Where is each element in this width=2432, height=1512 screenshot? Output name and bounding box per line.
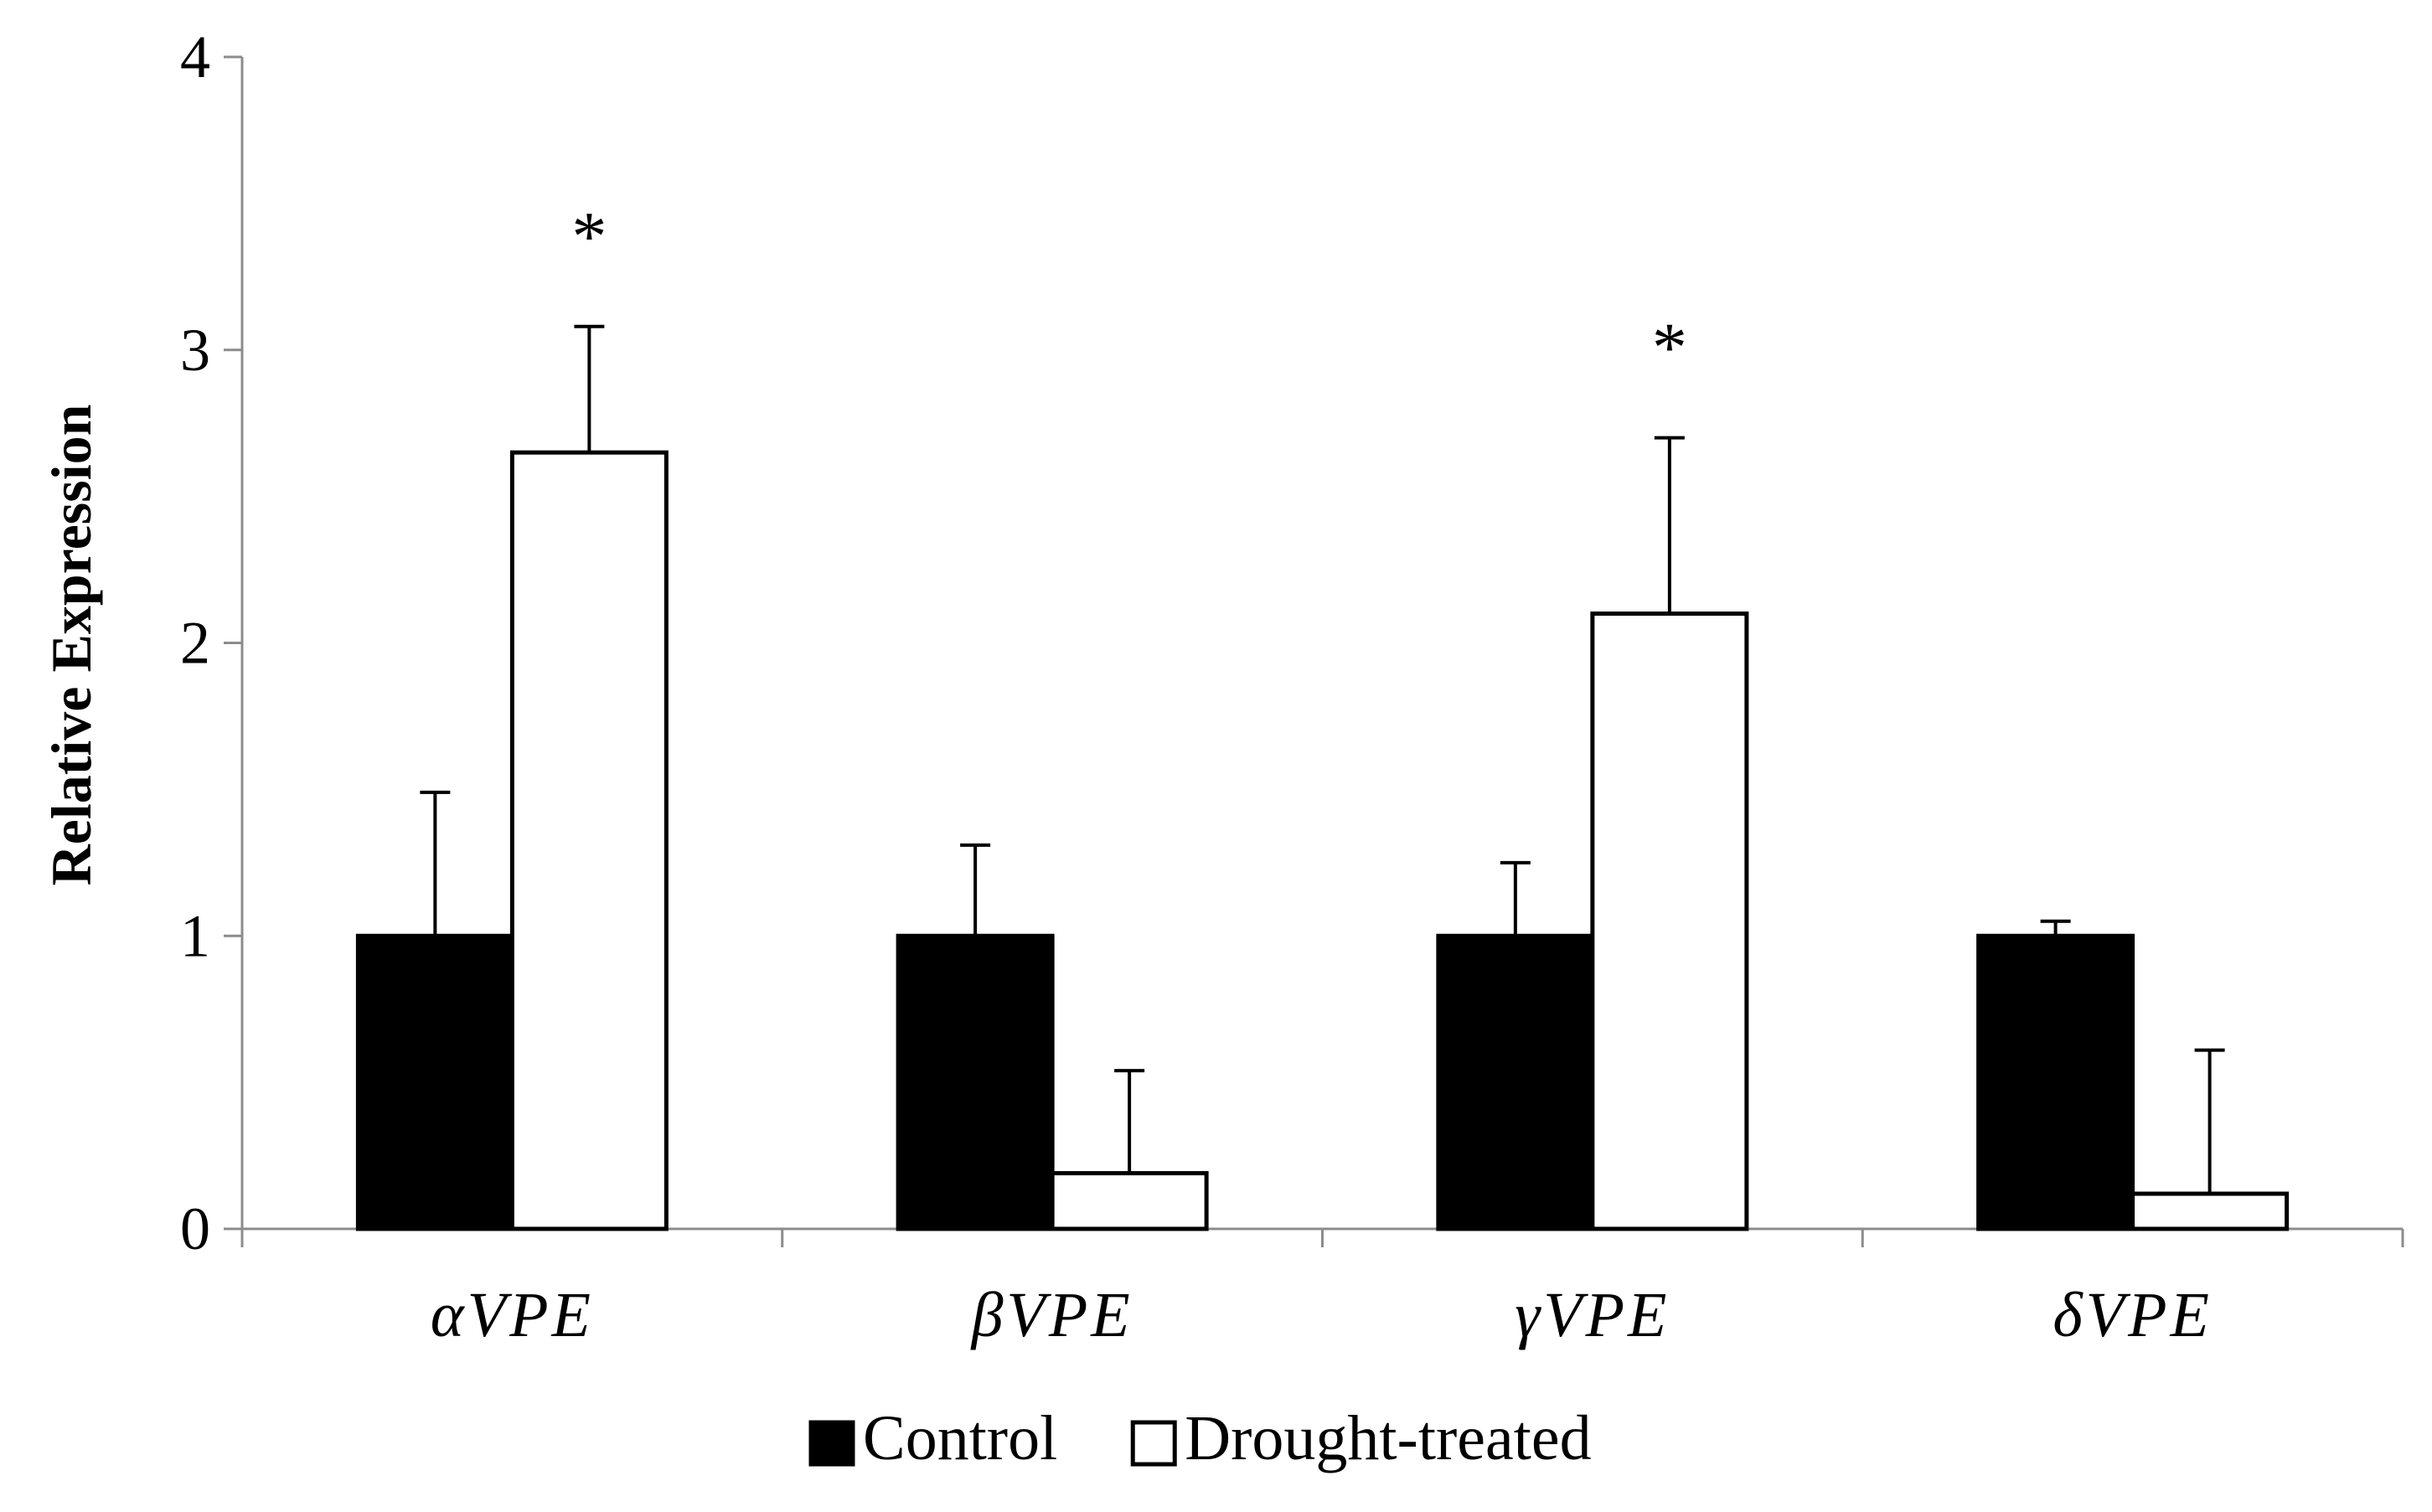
error-bars (420, 324, 2225, 1195)
legend-label: Drought-treated (1185, 1403, 1591, 1473)
y-tick-label: 2 (180, 610, 210, 677)
bar-control-3 (1976, 933, 2135, 1231)
bar-control-1 (896, 933, 1055, 1231)
x-category-label: γVPE (1515, 1280, 1670, 1350)
significance-asterisk: * (1652, 309, 1687, 387)
y-tick-label: 1 (180, 902, 210, 969)
bar-drought-treated-2 (1590, 612, 1749, 1231)
bar-drought-treated-1 (1050, 1171, 1209, 1231)
y-tick-label: 3 (180, 317, 210, 384)
chart-bars (355, 450, 2290, 1231)
y-axis-label: Relative Expression (39, 405, 103, 886)
y-tick-label: 0 (180, 1195, 210, 1262)
bar-drought-treated-0 (509, 450, 669, 1231)
x-category-label: δVPE (2052, 1280, 2213, 1350)
bar-control-2 (1436, 933, 1595, 1231)
significance-annotations: ** (571, 198, 1687, 387)
x-category-label: βVPE (970, 1280, 1133, 1350)
y-tick-label: 4 (180, 23, 210, 90)
legend: Control Drought-treated (808, 1403, 1592, 1473)
x-category-label: αVPE (431, 1280, 594, 1350)
bar-control-0 (355, 933, 514, 1231)
legend-swatch-control (808, 1420, 855, 1467)
significance-asterisk: * (571, 198, 607, 276)
legend-swatch-drought-treated (1130, 1420, 1177, 1467)
bar-drought-treated-3 (2130, 1191, 2290, 1231)
x-axis-categories: αVPE βVPE γVPE δVPE (431, 1280, 2213, 1350)
y-axis-ticks: 0 1 2 3 4 (180, 23, 242, 1262)
legend-label: Control (863, 1403, 1057, 1473)
